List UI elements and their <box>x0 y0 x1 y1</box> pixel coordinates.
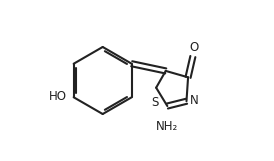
Text: HO: HO <box>49 90 67 103</box>
Text: O: O <box>189 41 198 54</box>
Text: S: S <box>152 96 159 109</box>
Text: NH₂: NH₂ <box>155 120 178 133</box>
Text: N: N <box>190 94 199 107</box>
